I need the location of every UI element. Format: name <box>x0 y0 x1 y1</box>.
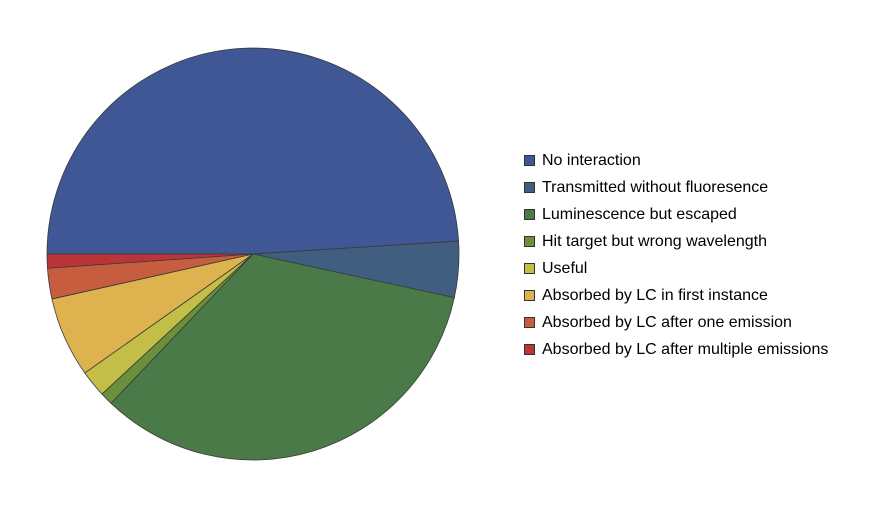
legend-item-4: Useful <box>524 255 828 282</box>
legend-item-0: No interaction <box>524 147 828 174</box>
legend-swatch <box>524 317 535 328</box>
legend-label: Transmitted without fluoresence <box>542 178 769 196</box>
legend-swatch <box>524 236 535 247</box>
legend-label: Absorbed by LC in first instance <box>542 286 768 304</box>
legend-item-5: Absorbed by LC in first instance <box>524 282 828 309</box>
legend-item-6: Absorbed by LC after one emission <box>524 309 828 336</box>
legend-label: Luminescence but escaped <box>542 205 737 223</box>
legend-label: Absorbed by LC after one emission <box>542 313 792 331</box>
legend-swatch <box>524 155 535 166</box>
pie-slice-0 <box>46 47 459 255</box>
legend-swatch <box>524 182 535 193</box>
legend-item-7: Absorbed by LC after multiple emissions <box>524 336 828 363</box>
legend-swatch <box>524 290 535 301</box>
legend-item-1: Transmitted without fluoresence <box>524 174 828 201</box>
legend-item-2: Luminescence but escaped <box>524 201 828 228</box>
legend-label: No interaction <box>542 151 641 169</box>
legend-label: Absorbed by LC after multiple emissions <box>542 340 829 358</box>
legend-label: Hit target but wrong wavelength <box>542 232 768 250</box>
pie-slices <box>46 47 460 461</box>
legend: No interaction Transmitted without fluore… <box>524 147 828 363</box>
legend-swatch <box>524 209 535 220</box>
pie-slice-7 <box>46 253 254 269</box>
legend-label: Useful <box>542 259 588 277</box>
legend-item-3: Hit target but wrong wavelength <box>524 228 828 255</box>
legend-swatch <box>524 344 535 355</box>
legend-swatch <box>524 263 535 274</box>
pie-slice-2 <box>110 253 455 461</box>
